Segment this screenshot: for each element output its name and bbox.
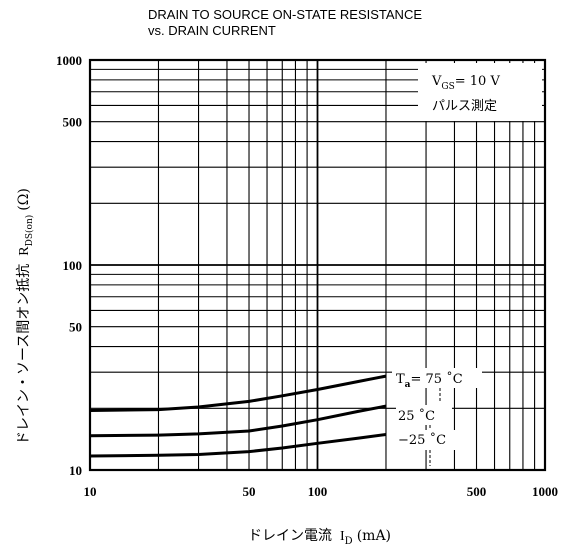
x-tick-label: 50 [243,484,256,499]
chart-title-line2: vs. DRAIN CURRENT [148,23,276,38]
y-tick-label: 1000 [56,53,82,68]
annotation-pulse: パルス測定 [432,99,497,114]
y-axis-label: ドレイン・ソース間オン抵抗RDS(on)(Ω) [16,188,35,445]
y-tick-label: 100 [63,258,83,273]
x-tick-label: 1000 [532,484,558,499]
series-label-1: 25 ˚C [398,408,435,424]
series [90,376,440,466]
series-label-2: −25 ˚C [398,432,446,448]
series-line-0 [90,376,386,410]
chart-title-line1: DRAIN TO SOURCE ON-STATE RESISTANCE [148,7,422,22]
x-axis-label: ドレイン電流 ID (mA) [248,528,391,547]
y-tick-label: 500 [63,115,83,130]
x-tick-label: 10 [84,484,97,499]
x-tick-label: 100 [308,484,328,499]
x-tick-label: 500 [467,484,487,499]
y-tick-label: 10 [69,463,82,478]
y-tick-label: 50 [69,320,82,335]
series-line-2 [90,435,386,457]
